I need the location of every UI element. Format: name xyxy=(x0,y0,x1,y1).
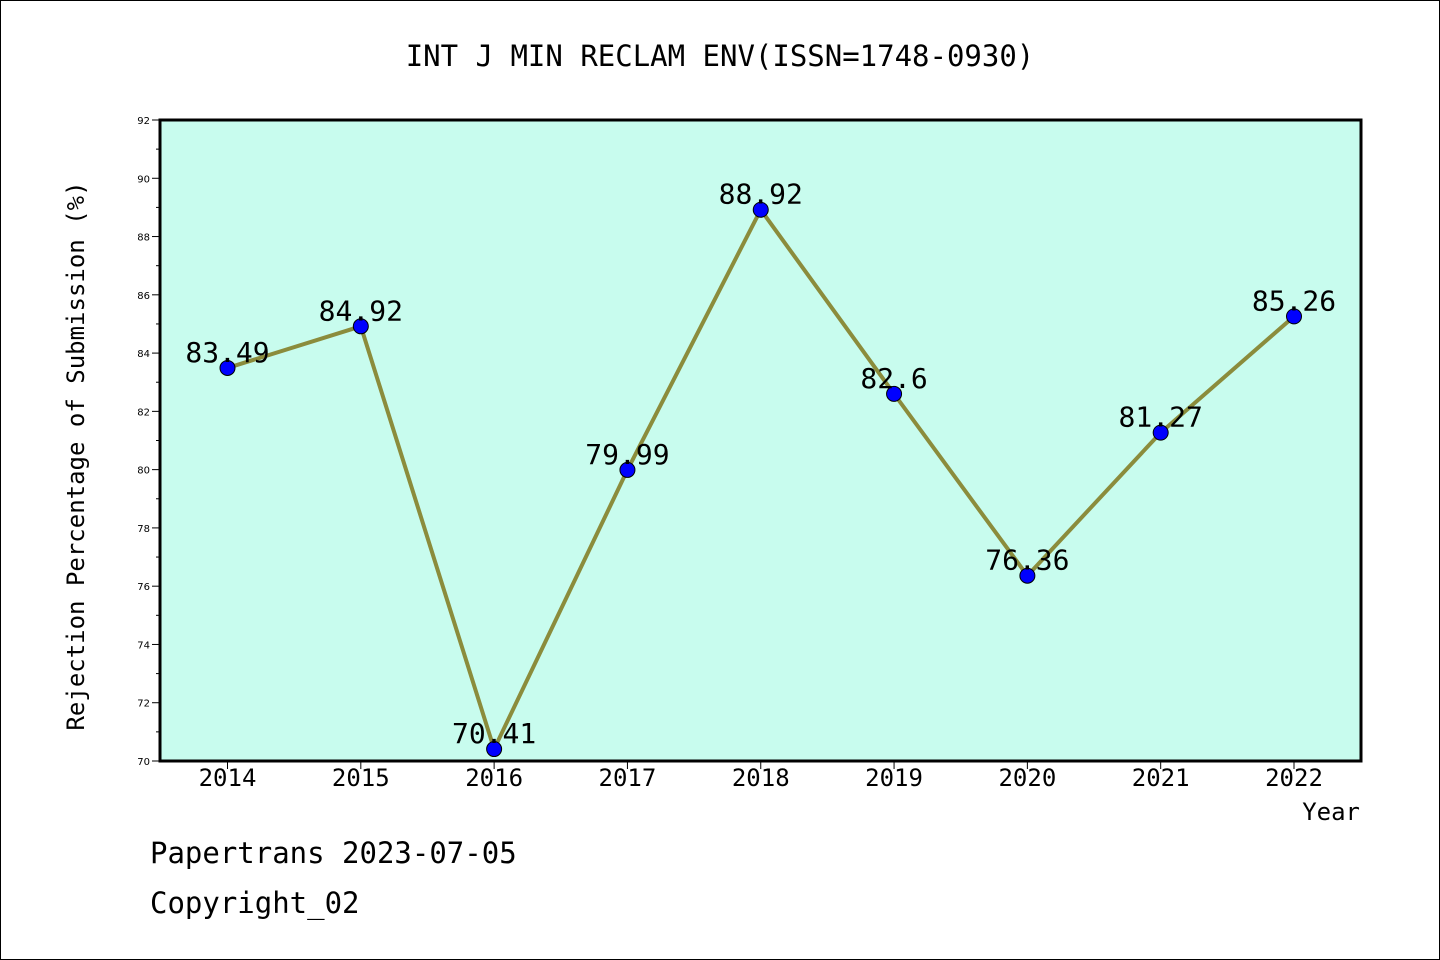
data-point xyxy=(619,461,636,478)
data-label: 84.92 xyxy=(319,294,403,327)
x-tick-label: 2017 xyxy=(599,764,657,792)
y-axis-label: Rejection Percentage of Submission (%) xyxy=(62,181,90,730)
series-markers xyxy=(219,201,1302,758)
data-labels: 83.49 84.92 70.41 79.99 88.92 82.6 76.36 81.27 8… xyxy=(185,178,1336,750)
data-label: 70.41 xyxy=(452,717,536,750)
y-tick-label: 78 xyxy=(137,524,150,535)
x-tick-label: 2018 xyxy=(732,764,790,792)
y-tick-label: 86 xyxy=(137,291,150,302)
y-tick-label: 92 xyxy=(137,116,150,127)
data-point xyxy=(486,741,503,758)
x-tick-label: 2021 xyxy=(1132,764,1190,792)
y-tick-label: 84 xyxy=(137,349,150,360)
plot-border xyxy=(158,118,1363,763)
data-label: 88.92 xyxy=(719,178,803,211)
y-tick-label: 76 xyxy=(137,582,150,593)
chart-title: INT J MIN RECLAM ENV(ISSN=1748-0930) xyxy=(406,39,1035,73)
y-tick-label: 88 xyxy=(137,233,150,244)
footer-copyright: Copyright_02 xyxy=(150,886,360,920)
x-tick-label: 2015 xyxy=(332,764,390,792)
data-point xyxy=(352,318,369,335)
y-tick-label: 82 xyxy=(137,407,150,418)
data-point xyxy=(1286,308,1302,325)
x-tick-label: 2020 xyxy=(998,764,1056,792)
y-tick-label: 70 xyxy=(137,757,150,768)
data-point xyxy=(219,359,236,376)
data-label: 83.49 xyxy=(185,336,269,369)
data-label: 85.26 xyxy=(1252,284,1336,317)
data-label: 79.99 xyxy=(585,438,669,471)
data-label: 76.36 xyxy=(985,544,1069,577)
data-point xyxy=(886,385,903,402)
y-tick-label: 80 xyxy=(137,466,150,477)
x-tick-label: 2016 xyxy=(465,764,523,792)
x-tick-label: 2022 xyxy=(1265,764,1323,792)
x-tick-label: 2019 xyxy=(865,764,923,792)
data-point xyxy=(1019,567,1036,584)
y-tick-label: 90 xyxy=(137,174,150,185)
y-tick-label: 72 xyxy=(137,699,150,710)
x-tick-label: 2014 xyxy=(199,764,257,792)
data-label: 82.6 xyxy=(860,362,927,395)
y-tick-label: 74 xyxy=(137,640,150,651)
x-axis: 2014 2015 2016 2017 2018 2019 2020 2021 2022 xyxy=(199,761,1323,792)
footer-papertrans: Papertrans 2023-07-05 xyxy=(150,836,517,870)
y-axis: 70 72 74 76 78 80 82 84 86 88 90 92 xyxy=(137,116,160,768)
x-axis-label: Year xyxy=(1302,798,1360,826)
data-point xyxy=(1152,424,1169,441)
data-point xyxy=(752,201,769,218)
data-label: 81.27 xyxy=(1119,401,1203,434)
